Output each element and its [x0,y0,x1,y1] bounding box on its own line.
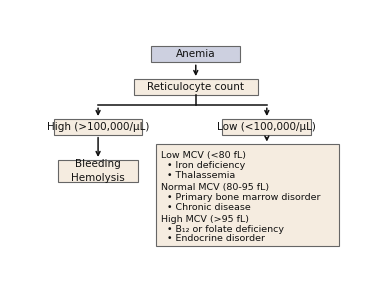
Text: Low MCV (<80 fL): Low MCV (<80 fL) [161,152,246,160]
FancyBboxPatch shape [134,79,258,96]
FancyBboxPatch shape [156,144,339,246]
Text: • Primary bone marrow disorder: • Primary bone marrow disorder [167,193,320,202]
Text: • B₁₂ or folate deficiency: • B₁₂ or folate deficiency [167,225,284,234]
Text: High MCV (>95 fL): High MCV (>95 fL) [161,215,249,224]
Text: High (>100,000/μL): High (>100,000/μL) [47,122,149,132]
FancyBboxPatch shape [53,119,142,135]
Text: Reticulocyte count: Reticulocyte count [147,82,244,92]
Text: Bleeding
Hemolysis: Bleeding Hemolysis [71,159,125,183]
Text: Low (<100,000/μL): Low (<100,000/μL) [217,122,316,132]
Text: Normal MCV (80-95 fL): Normal MCV (80-95 fL) [161,183,269,192]
FancyBboxPatch shape [222,119,311,135]
Text: • Iron deficiency: • Iron deficiency [167,161,245,170]
Text: • Thalassemia: • Thalassemia [167,171,235,180]
Text: • Endocrine disorder: • Endocrine disorder [167,234,265,243]
FancyBboxPatch shape [58,160,138,182]
Text: Anemia: Anemia [176,49,215,59]
FancyBboxPatch shape [151,46,240,62]
Text: • Chronic disease: • Chronic disease [167,202,251,212]
